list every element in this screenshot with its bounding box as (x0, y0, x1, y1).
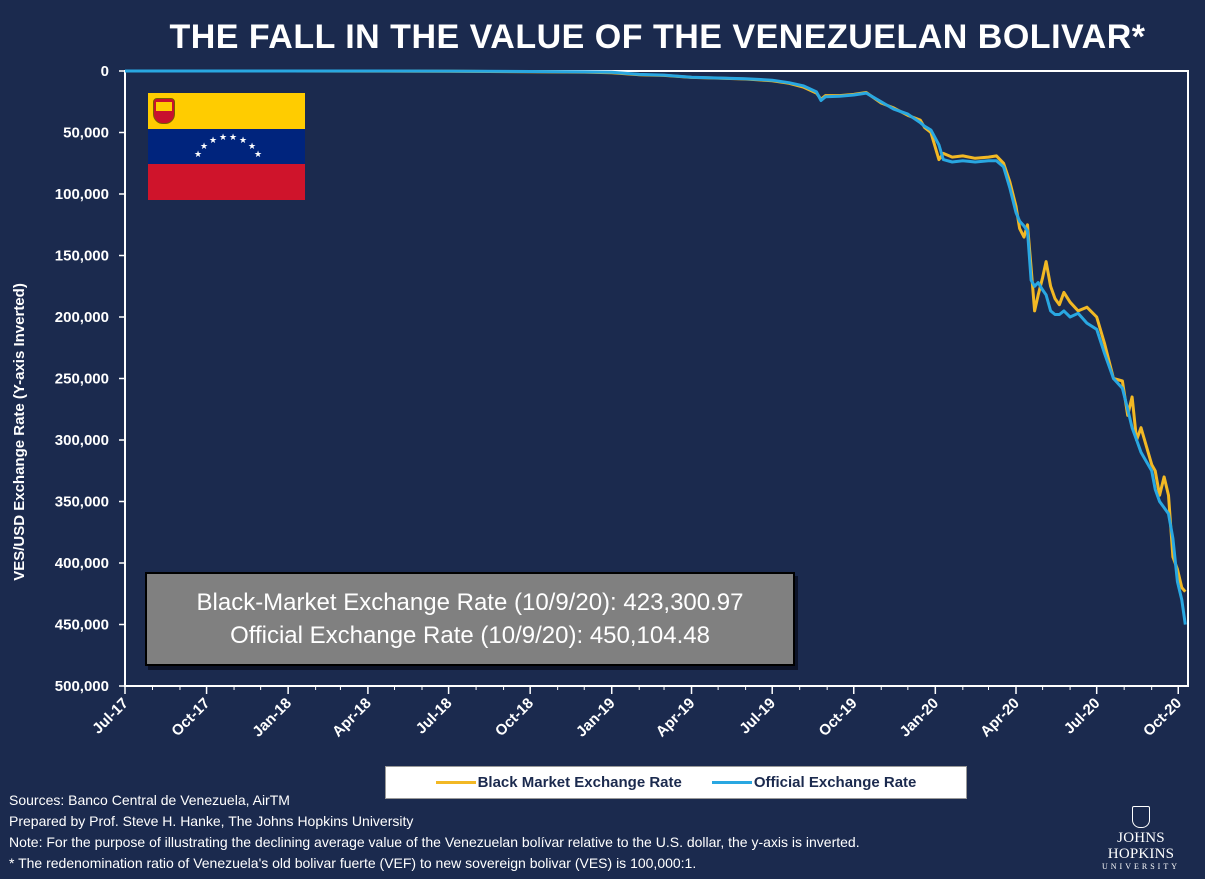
johns-hopkins-logo: JOHNS HOPKINS UNIVERSITY (1082, 806, 1200, 871)
y-tick-label: 450,000 (55, 617, 109, 634)
legend-item-official: Official Exchange Rate (711, 774, 917, 791)
svg-text:★: ★ (209, 136, 217, 146)
legend-swatch-black-market (435, 781, 476, 784)
black-market-rate-text: Black-Market Exchange Rate (10/9/20): 42… (196, 589, 744, 616)
flag-red-band (148, 164, 305, 200)
x-tick-label: Jan-18 (249, 695, 295, 741)
chart-title: THE FALL IN THE VALUE OF THE VENEZUELAN … (169, 18, 1146, 56)
y-axis: 0 50,000 100,000 150,000 200,000 250,000 300,0… (55, 63, 125, 695)
y-tick-label: 150,000 (55, 248, 109, 265)
stars-icon: ★★★ ★ ★ ★ ★★ (194, 133, 262, 160)
x-tick-label: Jul-17 (89, 695, 132, 738)
official-rate-text: Official Exchange Rate (10/9/20): 450,10… (230, 622, 710, 649)
svg-text:★: ★ (219, 133, 227, 143)
prepared-by-note: Prepared by Prof. Steve H. Hanke, The Jo… (9, 813, 414, 829)
x-tick-label: Oct-20 (1140, 695, 1185, 740)
redenomination-note: * The redenomination ratio of Venezuela'… (9, 855, 697, 871)
y-tick-label: 50,000 (63, 125, 109, 142)
official-rate-line (125, 69, 1187, 625)
x-tick-label: Jul-19 (736, 695, 779, 738)
y-tick-label: 500,000 (55, 678, 109, 695)
svg-text:★: ★ (248, 142, 256, 152)
y-tick-label: 200,000 (55, 309, 109, 326)
coat-of-arms-icon (153, 98, 175, 124)
flag-blue-band: ★ ★ ★ ★ ★ ★ ★ ★ (148, 128, 305, 165)
y-axis-title: VES/USD Exchange Rate (Y-axis Inverted) (11, 283, 28, 581)
series-lines (125, 69, 1187, 625)
flag-yellow-band (148, 93, 305, 129)
x-tick-label: Apr-19 (653, 695, 699, 741)
y-tick-label: 350,000 (55, 494, 109, 511)
logo-sub: UNIVERSITY (1102, 862, 1180, 871)
x-tick-label: Jan-20 (897, 695, 943, 741)
jhu-shield-icon (1132, 806, 1150, 828)
svg-text:★: ★ (254, 150, 262, 160)
x-tick-label: Oct-17 (168, 695, 213, 740)
svg-text:★: ★ (200, 142, 208, 152)
x-tick-label: Jul-20 (1061, 695, 1104, 738)
legend-swatch-official (711, 781, 752, 784)
y-tick-label: 250,000 (55, 371, 109, 388)
x-tick-label: Apr-18 (329, 695, 375, 741)
x-axis: Jul-17 Oct-17 Jan-18 Apr-18 Jul-18 Oct-18 Jan-… (89, 686, 1185, 740)
x-tick-label: Apr-20 (977, 695, 1023, 741)
svg-text:★: ★ (239, 136, 247, 146)
sources-note: Sources: Banco Central de Venezuela, Air… (9, 792, 290, 808)
x-tick-label: Jan-19 (573, 695, 619, 741)
y-tick-label: 0 (101, 63, 109, 80)
svg-text:★: ★ (194, 150, 202, 160)
x-tick-label: Jul-18 (413, 695, 456, 738)
y-tick-label: 100,000 (55, 186, 109, 203)
legend: Black Market Exchange Rate Official Exch… (385, 766, 967, 799)
footnotes: Sources: Banco Central de Venezuela, Air… (9, 790, 860, 874)
venezuela-flag-icon: ★ ★ ★ ★ ★ ★ ★ ★ (148, 93, 305, 200)
logo-name: JOHNS HOPKINS (1107, 830, 1175, 862)
svg-text:★: ★ (229, 133, 237, 143)
latest-rates-box: Black-Market Exchange Rate (10/9/20): 42… (145, 572, 795, 666)
x-tick-label: Oct-19 (816, 695, 861, 740)
y-tick-label: 400,000 (55, 555, 109, 572)
y-tick-label: 300,000 (55, 432, 109, 449)
legend-label-official: Official Exchange Rate (753, 774, 917, 791)
x-tick-label: Oct-18 (492, 695, 537, 740)
inverted-axis-note: Note: For the purpose of illustrating th… (9, 834, 860, 850)
legend-item-black-market: Black Market Exchange Rate (435, 774, 682, 791)
legend-label-black-market: Black Market Exchange Rate (477, 774, 682, 791)
